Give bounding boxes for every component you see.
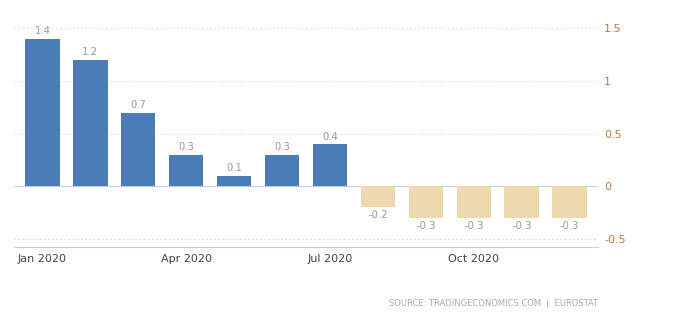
Bar bbox=[552, 186, 587, 218]
Bar bbox=[121, 113, 156, 186]
Text: 0.7: 0.7 bbox=[131, 100, 146, 110]
Text: 0.1: 0.1 bbox=[226, 163, 242, 173]
Bar bbox=[25, 39, 60, 186]
Bar bbox=[217, 176, 252, 186]
Text: -0.3: -0.3 bbox=[560, 221, 579, 231]
Text: -0.3: -0.3 bbox=[416, 221, 435, 231]
Text: -0.3: -0.3 bbox=[464, 221, 483, 231]
Text: 0.4: 0.4 bbox=[322, 132, 338, 142]
Bar bbox=[360, 186, 395, 207]
Bar bbox=[409, 186, 443, 218]
Text: 0.3: 0.3 bbox=[274, 142, 290, 152]
Text: 0.3: 0.3 bbox=[178, 142, 194, 152]
Text: -0.2: -0.2 bbox=[368, 210, 388, 220]
Bar bbox=[73, 60, 107, 186]
Bar bbox=[313, 144, 347, 186]
Text: 1.4: 1.4 bbox=[35, 26, 50, 36]
Bar bbox=[456, 186, 491, 218]
Bar bbox=[265, 155, 299, 186]
Text: -0.3: -0.3 bbox=[512, 221, 531, 231]
Bar bbox=[505, 186, 539, 218]
Text: 1.2: 1.2 bbox=[82, 47, 99, 57]
Bar bbox=[169, 155, 203, 186]
Text: SOURCE: TRADINGECONOMICS.COM  |  EUROSTAT: SOURCE: TRADINGECONOMICS.COM | EUROSTAT bbox=[389, 299, 598, 308]
